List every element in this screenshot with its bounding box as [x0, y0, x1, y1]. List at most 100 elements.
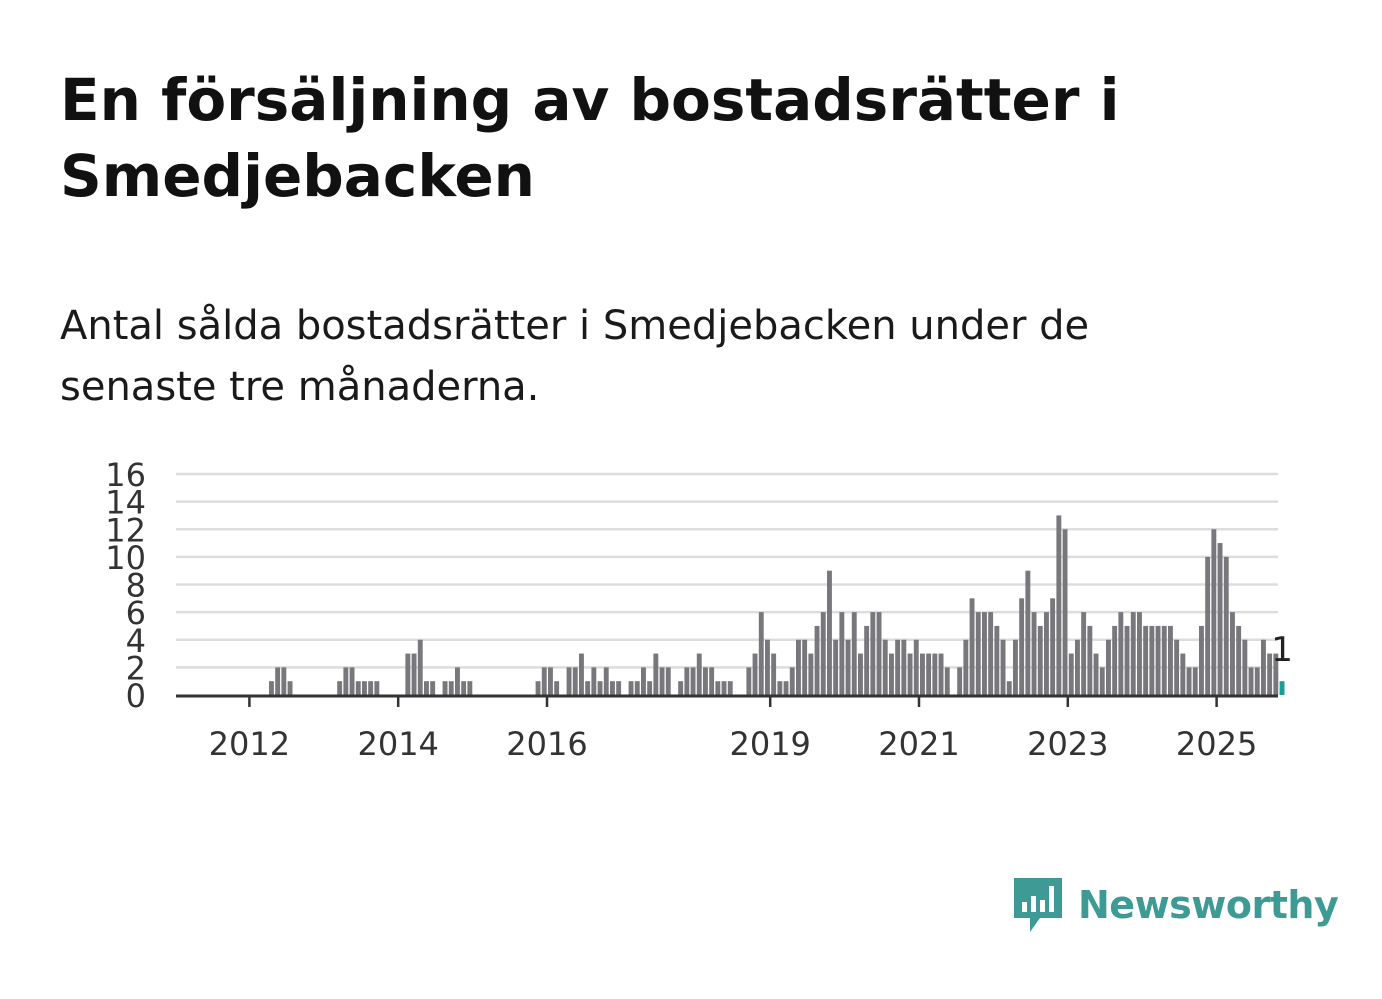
bar [461, 681, 467, 695]
bar [808, 653, 814, 695]
bar [938, 653, 944, 695]
bar [1211, 529, 1217, 695]
bar [988, 612, 994, 695]
bar [777, 681, 783, 695]
bar [1124, 625, 1130, 695]
bar [1230, 612, 1235, 695]
bar [994, 625, 1000, 695]
bar [789, 667, 795, 695]
bar [814, 625, 820, 695]
bar [1186, 667, 1192, 695]
chart-subtitle: Antal sålda bostadsrätter i Smedjebacken… [60, 303, 1090, 410]
bar [1223, 556, 1229, 695]
newsworthy-logo[interactable]: Newsworthy [1010, 874, 1339, 936]
bar [665, 667, 671, 695]
bar [1031, 612, 1037, 695]
bar [405, 653, 411, 695]
bar [455, 667, 460, 695]
bar [858, 653, 863, 695]
bar [839, 612, 845, 695]
bar [1013, 639, 1018, 695]
bar [882, 639, 888, 695]
bar [1192, 667, 1198, 695]
bar [349, 667, 355, 695]
y-tick-label: 10 [105, 539, 146, 577]
bar [1130, 612, 1136, 695]
bar [1267, 653, 1273, 695]
bar [932, 653, 938, 695]
bar [1155, 625, 1161, 695]
brand-name: Newsworthy [1078, 883, 1339, 927]
bar [715, 681, 721, 695]
bar [337, 681, 343, 695]
bar [641, 667, 646, 695]
bar [969, 598, 975, 695]
bar [1093, 653, 1099, 695]
bar [1205, 556, 1211, 695]
newsworthy-logo-icon [1014, 878, 1062, 932]
bar [597, 681, 603, 695]
bar [343, 667, 349, 695]
bar [368, 681, 374, 695]
bar [752, 653, 758, 695]
bar [1143, 625, 1149, 695]
bar [1056, 515, 1062, 695]
bar [957, 667, 963, 695]
bar [1137, 612, 1142, 695]
y-tick-label: 0 [126, 677, 146, 715]
bar [1099, 667, 1105, 695]
bar [1087, 625, 1093, 695]
bar [616, 681, 622, 695]
bar [1242, 639, 1248, 695]
bar [851, 612, 857, 695]
bar [1075, 639, 1080, 695]
bar [411, 653, 417, 695]
bar [1081, 612, 1087, 695]
bar [1006, 681, 1012, 695]
x-tick-label: 2019 [729, 725, 810, 763]
bar [653, 653, 659, 695]
bar [1019, 598, 1025, 695]
bars [269, 515, 1285, 695]
bar [566, 667, 572, 695]
bar [802, 639, 808, 695]
gridlines [176, 472, 1278, 669]
y-tick-label: 12 [105, 511, 146, 549]
y-tick-label: 6 [126, 594, 146, 632]
x-tick-label: 2014 [357, 725, 438, 763]
bar [721, 681, 727, 695]
bar [758, 612, 764, 695]
bar [448, 681, 454, 695]
bar [746, 667, 752, 695]
bar [920, 653, 925, 695]
bar [696, 653, 702, 695]
bar [1000, 639, 1006, 695]
bar [603, 667, 609, 695]
bar [684, 667, 690, 695]
bar [659, 667, 665, 695]
bar [1217, 543, 1223, 695]
y-tick-label: 8 [126, 567, 146, 605]
bar [572, 667, 578, 695]
bar [281, 667, 287, 695]
x-tick-label: 2023 [1027, 725, 1108, 763]
chart-title: En försäljning av bostadsrätter i Smedje… [60, 66, 1120, 210]
bar [783, 681, 789, 695]
bar-latest [1279, 681, 1285, 695]
y-tick-label: 16 [105, 456, 146, 494]
bar [678, 681, 684, 695]
bar [417, 639, 423, 695]
bar [901, 639, 907, 695]
bar [535, 681, 541, 695]
x-tick-label: 2012 [209, 725, 290, 763]
bar [1149, 625, 1155, 695]
bar [1180, 653, 1186, 695]
bar [1050, 598, 1056, 695]
bar [541, 667, 547, 695]
bar [913, 639, 919, 695]
bar [827, 570, 832, 695]
bar [610, 681, 615, 695]
bar [727, 681, 733, 695]
